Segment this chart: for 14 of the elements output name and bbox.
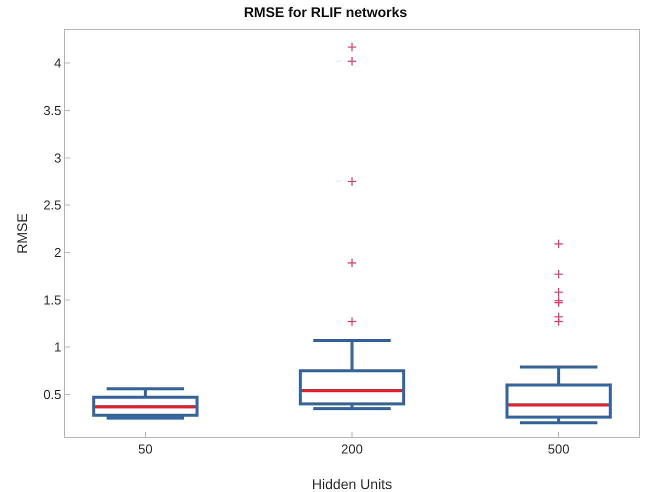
- x-axis-title: Hidden Units: [312, 476, 392, 492]
- y-axis-title: RMSE: [14, 213, 30, 254]
- x-tick-label: 50: [138, 442, 153, 457]
- y-tick-label: 1.5: [43, 292, 62, 308]
- y-tick-label: 2.5: [43, 198, 62, 213]
- y-tick-label: 0.5: [43, 386, 62, 402]
- x-tick-label: 200: [341, 442, 363, 457]
- y-tick-label: 1: [54, 340, 62, 355]
- x-tick-label: 500: [548, 442, 570, 457]
- chart-title: RMSE for RLIF networks: [244, 4, 408, 20]
- y-tick-label: 3: [54, 150, 62, 166]
- y-tick-label: 4: [54, 56, 62, 71]
- y-tick-label: 2: [54, 244, 62, 260]
- y-tick-label: 3.5: [43, 103, 62, 118]
